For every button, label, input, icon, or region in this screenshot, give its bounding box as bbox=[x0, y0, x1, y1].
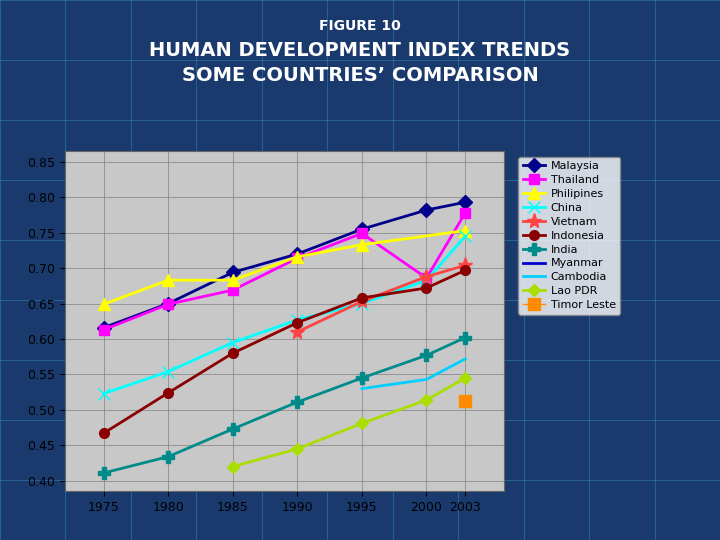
Text: SOME COUNTRIES’ COMPARISON: SOME COUNTRIES’ COMPARISON bbox=[181, 66, 539, 85]
Legend: Malaysia, Thailand, Philipines, China, Vietnam, Indonesia, India, Myanmar, Cambo: Malaysia, Thailand, Philipines, China, V… bbox=[518, 157, 620, 314]
Text: FIGURE 10: FIGURE 10 bbox=[319, 19, 401, 33]
Text: HUMAN DEVELOPMENT INDEX TRENDS: HUMAN DEVELOPMENT INDEX TRENDS bbox=[150, 40, 570, 59]
